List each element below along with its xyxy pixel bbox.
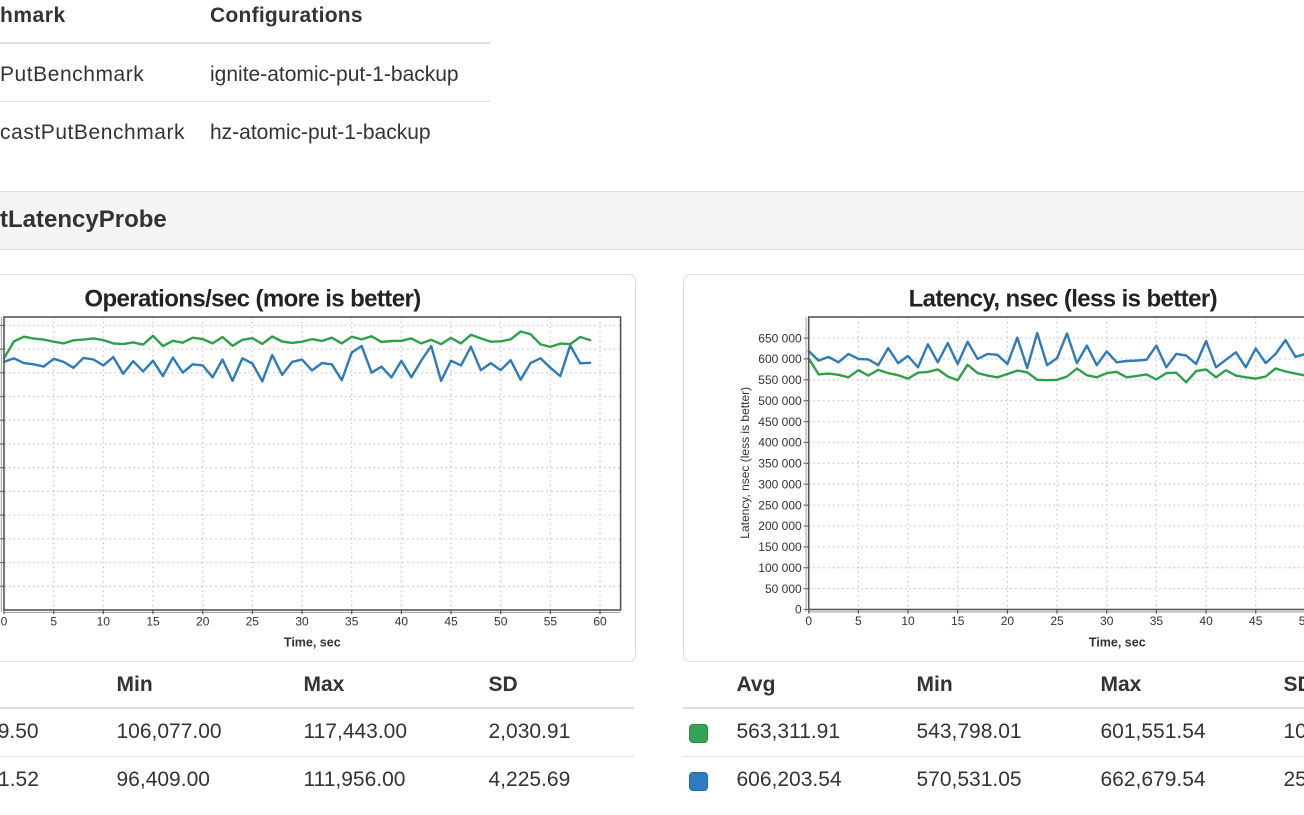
- svg-text:550 000: 550 000: [758, 373, 802, 387]
- svg-text:Operations/sec (more is better: Operations/sec (more is better): [84, 285, 420, 312]
- svg-text:300 000: 300 000: [758, 477, 802, 491]
- svg-text:0: 0: [795, 602, 802, 616]
- svg-text:0: 0: [805, 614, 812, 628]
- svg-text:60: 60: [593, 614, 607, 628]
- svg-text:50: 50: [494, 614, 508, 628]
- svg-text:650 000: 650 000: [758, 331, 802, 345]
- svg-text:Latency, nsec (less is better): Latency, nsec (less is better): [909, 285, 1217, 312]
- svg-text:10: 10: [901, 614, 915, 628]
- svg-text:20: 20: [1001, 614, 1015, 628]
- svg-text:25: 25: [1050, 614, 1064, 628]
- svg-text:25: 25: [246, 614, 260, 628]
- svg-text:40: 40: [395, 614, 409, 628]
- svg-text:30: 30: [1100, 614, 1114, 628]
- svg-text:Latency, nsec (less is better): Latency, nsec (less is better): [738, 386, 752, 538]
- svg-text:50 000: 50 000: [765, 581, 802, 595]
- svg-text:250 000: 250 000: [758, 498, 802, 512]
- svg-text:150 000: 150 000: [758, 540, 802, 554]
- svg-text:0: 0: [1, 614, 8, 628]
- svg-text:450 000: 450 000: [758, 414, 802, 428]
- svg-text:10: 10: [97, 614, 111, 628]
- svg-text:20: 20: [196, 614, 210, 628]
- svg-text:600 000: 600 000: [758, 352, 802, 366]
- svg-text:500 000: 500 000: [758, 393, 802, 407]
- svg-text:35: 35: [345, 614, 359, 628]
- svg-text:15: 15: [146, 614, 160, 628]
- svg-text:100 000: 100 000: [758, 560, 802, 574]
- svg-text:45: 45: [444, 614, 458, 628]
- svg-text:5: 5: [855, 614, 862, 628]
- svg-text:400 000: 400 000: [758, 435, 802, 449]
- svg-text:200 000: 200 000: [758, 519, 802, 533]
- svg-text:40: 40: [1199, 614, 1213, 628]
- svg-text:Time, sec: Time, sec: [284, 635, 341, 649]
- svg-text:350 000: 350 000: [758, 456, 802, 470]
- svg-text:30: 30: [295, 614, 309, 628]
- svg-text:Time, sec: Time, sec: [1089, 635, 1146, 649]
- svg-text:55: 55: [544, 614, 558, 628]
- svg-text:5: 5: [50, 614, 57, 628]
- svg-text:35: 35: [1150, 614, 1164, 628]
- svg-text:50: 50: [1299, 614, 1304, 628]
- svg-text:45: 45: [1249, 614, 1263, 628]
- svg-text:15: 15: [951, 614, 965, 628]
